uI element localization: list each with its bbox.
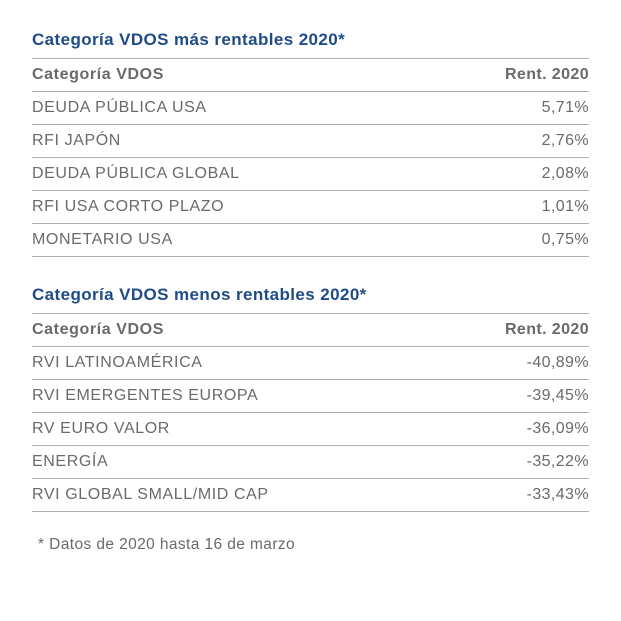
cell-category: DEUDA PÚBLICA USA [32, 99, 207, 117]
table-row: RVI GLOBAL SMALL/MID CAP -33,43% [32, 479, 589, 512]
table-title: Categoría VDOS más rentables 2020* [32, 24, 589, 59]
cell-return: -33,43% [527, 486, 589, 504]
table-header-row: Categoría VDOS Rent. 2020 [32, 59, 589, 92]
cell-category: ENERGÍA [32, 453, 108, 471]
table-row: MONETARIO USA 0,75% [32, 224, 589, 257]
table-title: Categoría VDOS menos rentables 2020* [32, 279, 589, 314]
cell-category: RFI JAPÓN [32, 132, 121, 150]
table-row: RVI EMERGENTES EUROPA -39,45% [32, 380, 589, 413]
table-row: RVI LATINOAMÉRICA -40,89% [32, 347, 589, 380]
column-header-return: Rent. 2020 [505, 66, 589, 84]
cell-return: 2,08% [542, 165, 589, 183]
column-header-return: Rent. 2020 [505, 321, 589, 339]
cell-category: DEUDA PÚBLICA GLOBAL [32, 165, 240, 183]
cell-return: 2,76% [542, 132, 589, 150]
table-header-row: Categoría VDOS Rent. 2020 [32, 314, 589, 347]
cell-return: 1,01% [542, 198, 589, 216]
table-least-profitable: Categoría VDOS menos rentables 2020* Cat… [32, 279, 589, 512]
cell-category: MONETARIO USA [32, 231, 173, 249]
table-row: ENERGÍA -35,22% [32, 446, 589, 479]
table-row: DEUDA PÚBLICA GLOBAL 2,08% [32, 158, 589, 191]
cell-return: -40,89% [527, 354, 589, 372]
cell-return: -39,45% [527, 387, 589, 405]
table-row: RFI JAPÓN 2,76% [32, 125, 589, 158]
cell-category: RVI EMERGENTES EUROPA [32, 387, 258, 405]
cell-category: RFI USA CORTO PLAZO [32, 198, 224, 216]
cell-return: 0,75% [542, 231, 589, 249]
table-row: RFI USA CORTO PLAZO 1,01% [32, 191, 589, 224]
cell-return: 5,71% [542, 99, 589, 117]
cell-category: RVI GLOBAL SMALL/MID CAP [32, 486, 269, 504]
cell-category: RV EURO VALOR [32, 420, 170, 438]
cell-category: RVI LATINOAMÉRICA [32, 354, 203, 372]
table-row: DEUDA PÚBLICA USA 5,71% [32, 92, 589, 125]
column-header-category: Categoría VDOS [32, 321, 164, 339]
column-header-category: Categoría VDOS [32, 66, 164, 84]
cell-return: -36,09% [527, 420, 589, 438]
table-most-profitable: Categoría VDOS más rentables 2020* Categ… [32, 24, 589, 257]
table-row: RV EURO VALOR -36,09% [32, 413, 589, 446]
cell-return: -35,22% [527, 453, 589, 471]
footnote: * Datos de 2020 hasta 16 de marzo [32, 536, 589, 554]
